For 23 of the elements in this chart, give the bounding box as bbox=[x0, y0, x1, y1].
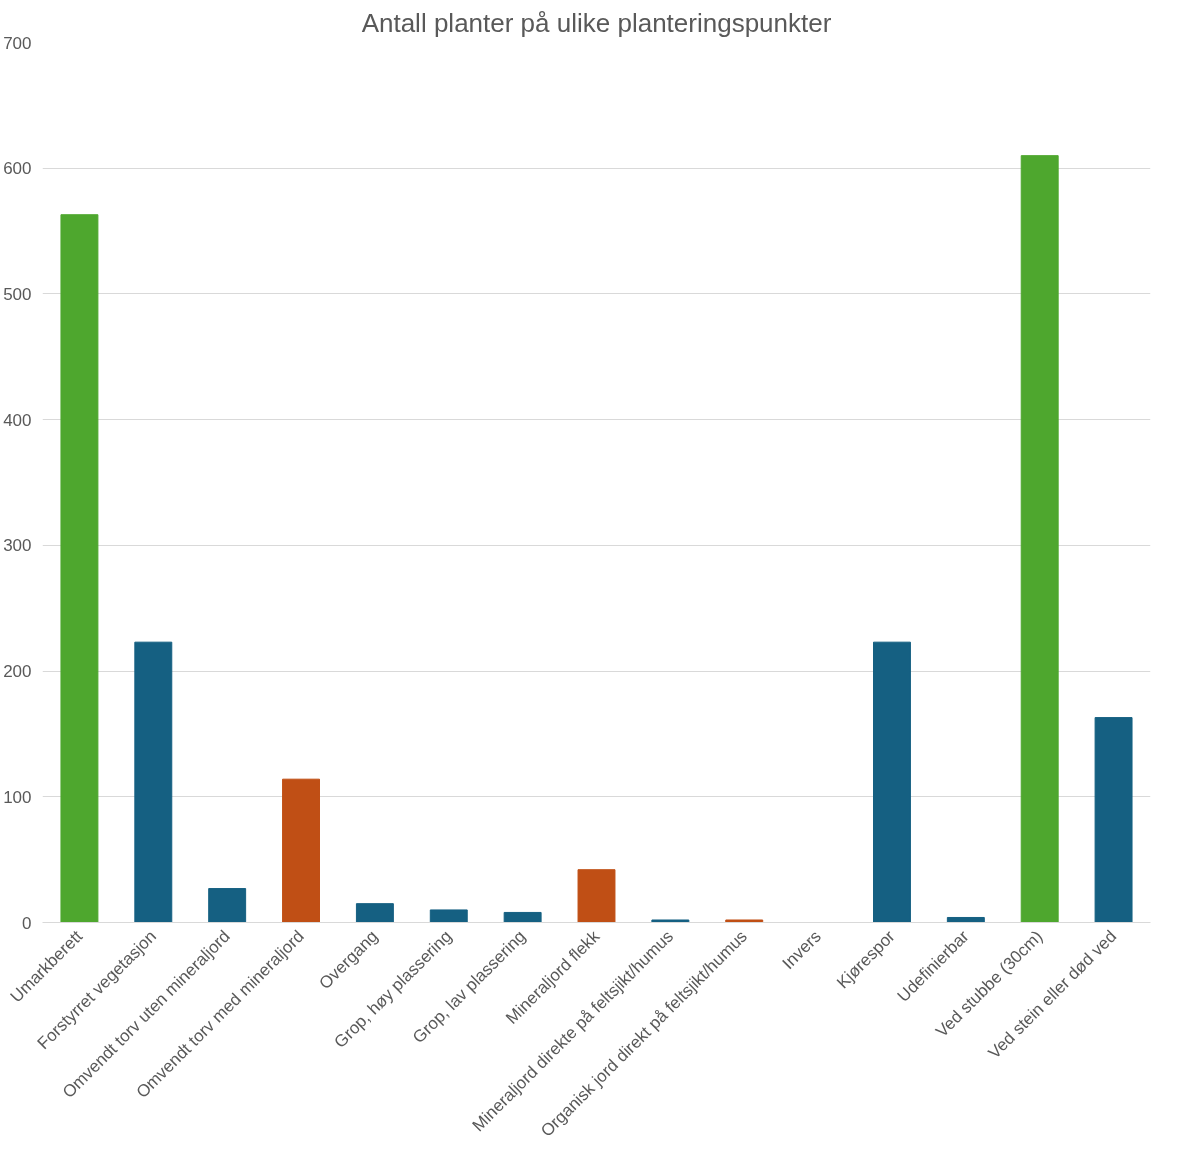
bar bbox=[429, 909, 468, 923]
bar bbox=[208, 888, 247, 923]
bar bbox=[503, 911, 542, 923]
y-tick-label: 300 bbox=[3, 536, 32, 556]
bar bbox=[134, 641, 173, 923]
bar bbox=[873, 641, 911, 923]
y-tick-label: 400 bbox=[3, 410, 32, 430]
y-tick-label: 500 bbox=[3, 284, 32, 304]
y-tick-label: 600 bbox=[3, 159, 32, 179]
y-tick-label: 200 bbox=[3, 662, 32, 682]
bar bbox=[946, 916, 985, 923]
bar bbox=[1020, 155, 1059, 923]
chart-title: Antall planter på ulike planteringspunkter bbox=[361, 7, 832, 38]
bar bbox=[355, 903, 394, 923]
bar bbox=[1094, 717, 1133, 923]
bar bbox=[60, 214, 99, 923]
y-tick-label: 700 bbox=[3, 33, 32, 53]
y-tick-label: 100 bbox=[3, 787, 32, 807]
bar bbox=[725, 919, 764, 923]
y-tick-label: 0 bbox=[22, 913, 32, 933]
bar bbox=[282, 778, 320, 923]
bar bbox=[577, 869, 616, 923]
bar bbox=[651, 919, 690, 923]
